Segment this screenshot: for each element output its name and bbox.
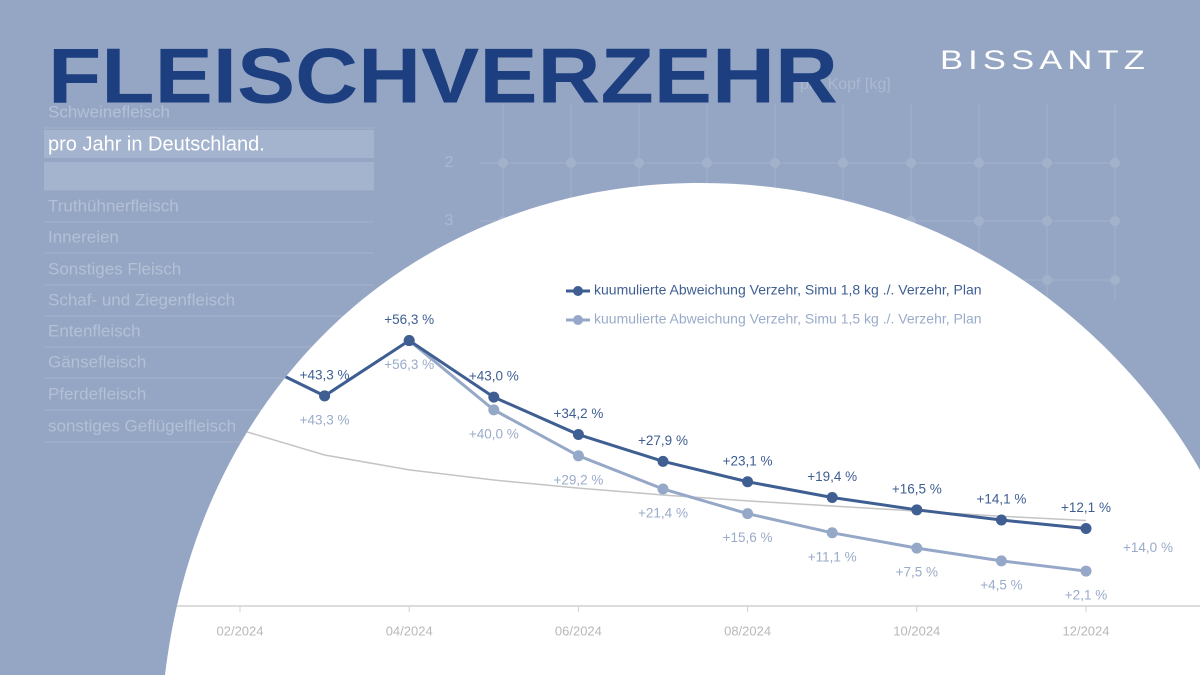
bg-list-item: Schweinefleisch xyxy=(48,102,170,121)
data-label: +14,1 % xyxy=(976,492,1026,507)
data-point xyxy=(1080,523,1092,535)
bg-axis-title: pro Kopf [kg] xyxy=(800,76,891,93)
bg-tick: 2 xyxy=(445,154,454,171)
bg-list-item: Pferdefleisch xyxy=(48,384,146,403)
data-point xyxy=(826,527,838,539)
data-label: +29,2 % xyxy=(553,472,603,487)
data-label: +43,0 % xyxy=(469,369,519,384)
data-label: +43,3 % xyxy=(300,367,350,382)
data-label: +4,5 % xyxy=(980,577,1022,592)
data-point xyxy=(995,514,1007,526)
data-point xyxy=(742,476,754,488)
data-label: +14,0 % xyxy=(1123,540,1173,555)
data-label: +7,5 % xyxy=(896,565,938,580)
data-point xyxy=(742,508,754,520)
bg-list-item: Truthühnerfleisch xyxy=(48,196,179,215)
data-label: +21,4 % xyxy=(638,506,688,521)
x-tick-label: 12/2024 xyxy=(1063,623,1110,638)
data-label: +16,5 % xyxy=(892,481,942,496)
legend-swatch-dot xyxy=(573,315,583,325)
x-tick-label: 10/2024 xyxy=(893,623,940,638)
chart: 02/2024 04/2024 06/2024 08/2024 10/2024 12/20… xyxy=(165,312,1200,638)
data-label: +19,4 % xyxy=(807,469,857,484)
x-tick-label: 08/2024 xyxy=(724,623,771,638)
data-point xyxy=(826,491,838,503)
data-point xyxy=(657,483,669,495)
bg-list-item: Schaf- und Ziegenfleisch xyxy=(48,290,235,309)
data-label: +56,3 % xyxy=(384,357,434,372)
data-point xyxy=(403,335,415,347)
data-point xyxy=(572,450,584,462)
legend-swatch-dot xyxy=(573,286,583,296)
bg-list-item: Gänsefleisch xyxy=(48,352,146,371)
data-point xyxy=(911,504,923,516)
bg-tick: 3 xyxy=(445,212,454,229)
x-tick-label: 04/2024 xyxy=(386,623,433,638)
data-point xyxy=(319,390,331,402)
highlight-band xyxy=(44,130,374,158)
x-tick-label: 06/2024 xyxy=(555,623,602,638)
legend-label: kuumulierte Abweichung Verzehr, Simu 1,5… xyxy=(594,311,982,327)
data-label: +43,3 % xyxy=(300,412,350,427)
data-point xyxy=(572,429,584,441)
data-point xyxy=(488,404,500,416)
bg-list-item: Sonstiges Fleisch xyxy=(48,259,181,278)
title: FLEISCHVERZEHR xyxy=(48,32,838,120)
highlight-band xyxy=(44,162,374,190)
legend: kuumulierte Abweichung Verzehr, Simu 1,8… xyxy=(566,282,982,327)
data-label: +56,3 % xyxy=(384,312,434,327)
bg-list-item: sonstiges Geflügelfleisch xyxy=(48,416,236,435)
bg-list-item: Innereien xyxy=(48,227,119,246)
data-label: +15,6 % xyxy=(723,530,773,545)
data-point xyxy=(911,542,923,554)
logo: BISSANTZ xyxy=(940,45,1150,75)
data-label: +23,1 % xyxy=(723,453,773,468)
bg-list-item: Entenfleisch xyxy=(48,321,141,340)
data-label: +34,2 % xyxy=(553,406,603,421)
data-point xyxy=(995,555,1007,567)
legend-label: kuumulierte Abweichung Verzehr, Simu 1,8… xyxy=(594,282,982,298)
data-point xyxy=(657,455,669,467)
data-label: +40,0 % xyxy=(469,426,519,441)
data-label: +11,1 % xyxy=(808,549,857,564)
data-point xyxy=(1080,565,1092,577)
data-label: +2,1 % xyxy=(1065,588,1107,603)
subtitle: pro Jahr in Deutschland. xyxy=(48,133,265,155)
data-point xyxy=(488,391,500,403)
x-tick-label: 02/2024 xyxy=(217,623,264,638)
data-label: +12,1 % xyxy=(1061,500,1111,515)
data-label: +27,9 % xyxy=(638,433,688,448)
